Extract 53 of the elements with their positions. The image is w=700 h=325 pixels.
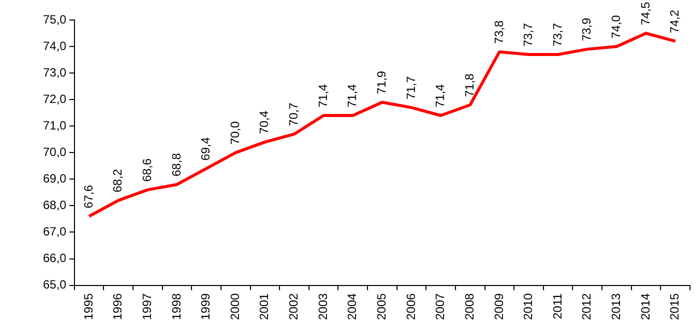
x-tick-label: 2001 bbox=[257, 292, 272, 320]
y-tick-label: 75,0 bbox=[42, 12, 67, 26]
data-label: 68,6 bbox=[140, 158, 154, 182]
data-label: 74,0 bbox=[609, 14, 624, 39]
x-tick-label: 2008 bbox=[462, 292, 476, 320]
x-tick-label: 2015 bbox=[668, 292, 682, 320]
x-tick-label: 2009 bbox=[492, 292, 506, 320]
x-tick-label: 2013 bbox=[609, 292, 624, 320]
y-tick-label: 71,0 bbox=[42, 118, 67, 132]
data-label: 73,8 bbox=[492, 20, 506, 44]
x-tick-label: 2004 bbox=[345, 292, 360, 320]
x-tick-label: 2003 bbox=[316, 292, 330, 320]
data-label: 71,4 bbox=[433, 84, 448, 108]
data-label: 73,9 bbox=[580, 18, 594, 42]
data-label: 73,7 bbox=[550, 22, 564, 46]
y-tick-label: 68,0 bbox=[42, 198, 67, 212]
data-label: 71,7 bbox=[404, 76, 418, 100]
data-label: 69,4 bbox=[198, 136, 213, 161]
x-tick-label: 2000 bbox=[228, 292, 242, 320]
y-tick-label: 67,0 bbox=[42, 224, 67, 239]
data-label: 71,8 bbox=[462, 73, 476, 97]
x-tick-label: 2014 bbox=[638, 292, 652, 320]
data-label: 67,6 bbox=[81, 184, 96, 208]
data-label: 71,4 bbox=[316, 84, 330, 108]
y-tick-label: 74,0 bbox=[42, 38, 67, 53]
x-tick-label: 2007 bbox=[433, 292, 448, 320]
y-tick-label: 65,0 bbox=[42, 278, 67, 292]
x-tick-label: 2005 bbox=[374, 292, 388, 320]
data-label: 73,7 bbox=[521, 22, 536, 46]
data-label: 70,7 bbox=[286, 102, 301, 126]
y-tick-label: 73,0 bbox=[42, 65, 67, 80]
x-tick-label: 2002 bbox=[286, 292, 301, 320]
x-tick-label: 2006 bbox=[404, 292, 418, 320]
y-tick-label: 72,0 bbox=[42, 92, 67, 106]
data-label: 70,0 bbox=[228, 120, 242, 145]
x-tick-label: 1999 bbox=[198, 292, 213, 320]
data-label: 68,2 bbox=[110, 168, 125, 192]
x-tick-label: 1995 bbox=[81, 292, 96, 320]
x-tick-label: 2010 bbox=[521, 292, 536, 320]
x-tick-label: 2012 bbox=[580, 292, 594, 320]
y-tick-label: 69,0 bbox=[42, 171, 67, 186]
data-label: 70,4 bbox=[257, 110, 272, 134]
x-tick-label: 1996 bbox=[110, 292, 125, 320]
y-tick-label: 66,0 bbox=[42, 251, 67, 266]
x-tick-label: 1997 bbox=[140, 292, 154, 320]
data-label: 74,5 bbox=[638, 2, 652, 26]
data-label: 71,4 bbox=[345, 84, 360, 108]
x-tick-label: 2011 bbox=[550, 292, 564, 320]
y-tick-label: 70,0 bbox=[42, 144, 67, 159]
x-tick-label: 1998 bbox=[169, 292, 184, 320]
data-label: 71,9 bbox=[374, 70, 388, 94]
data-label: 74,2 bbox=[668, 10, 682, 34]
data-label: 68,8 bbox=[169, 152, 184, 176]
